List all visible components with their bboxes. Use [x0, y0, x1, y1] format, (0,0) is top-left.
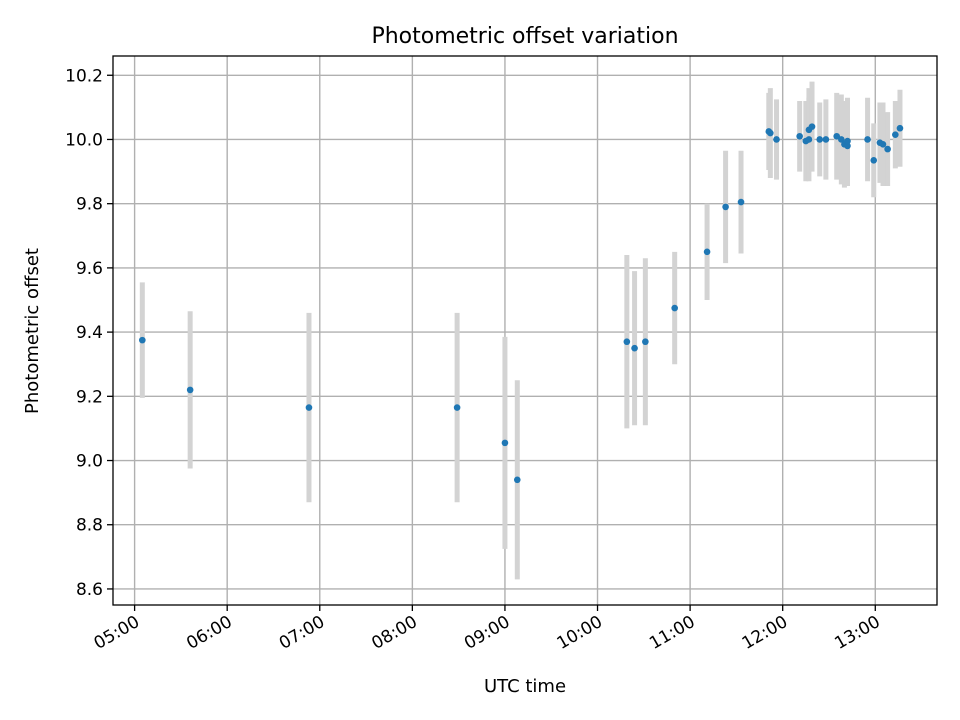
data-point: [805, 136, 813, 143]
data-point: [879, 140, 887, 148]
y-tick-label: 9.4: [76, 323, 103, 343]
data-point: [623, 338, 631, 346]
data-point: [816, 136, 824, 143]
chart-title: Photometric offset variation: [371, 24, 678, 49]
data-point: [822, 136, 830, 143]
data-point: [631, 344, 638, 352]
data-point: [864, 136, 871, 143]
data-point: [737, 198, 745, 206]
data-point: [642, 338, 649, 346]
data-point: [139, 336, 146, 344]
y-axis-ticks: 8.6 8.8 9.0 9.2 9.4 9.6 9.8 10.0 10.2: [65, 66, 113, 600]
data-point: [892, 131, 899, 138]
plot-frame: [112, 55, 938, 606]
y-tick-label: 8.6: [76, 580, 103, 600]
data-point: [722, 203, 729, 211]
data-point: [838, 136, 845, 143]
y-tick-label: 10.2: [65, 66, 103, 86]
data-point: [501, 439, 509, 447]
data-point: [671, 304, 678, 312]
data-point: [808, 123, 816, 130]
y-tick-label: 9.6: [76, 259, 103, 279]
data-point: [796, 132, 803, 140]
y-tick-label: 10.0: [65, 130, 103, 150]
data-point: [703, 248, 711, 256]
data-point: [844, 137, 851, 145]
x-axis-label: UTC time: [484, 676, 566, 697]
y-tick-label: 9.2: [76, 387, 103, 407]
data-point: [896, 124, 904, 132]
data-point: [884, 145, 891, 153]
data-point: [513, 476, 521, 484]
data-point: [870, 157, 878, 164]
data-point: [833, 132, 841, 140]
y-tick-label: 8.8: [76, 516, 103, 536]
data-point: [186, 386, 194, 394]
y-tick-label: 9.8: [76, 195, 103, 215]
data-point: [773, 136, 780, 143]
y-tick-label: 9.0: [76, 452, 103, 472]
y-axis-label: Photometric offset: [22, 248, 43, 414]
data-point: [767, 129, 774, 137]
data-point: [844, 142, 851, 150]
data-point: [453, 404, 461, 411]
data-points: [139, 123, 904, 484]
data-point: [305, 404, 313, 411]
